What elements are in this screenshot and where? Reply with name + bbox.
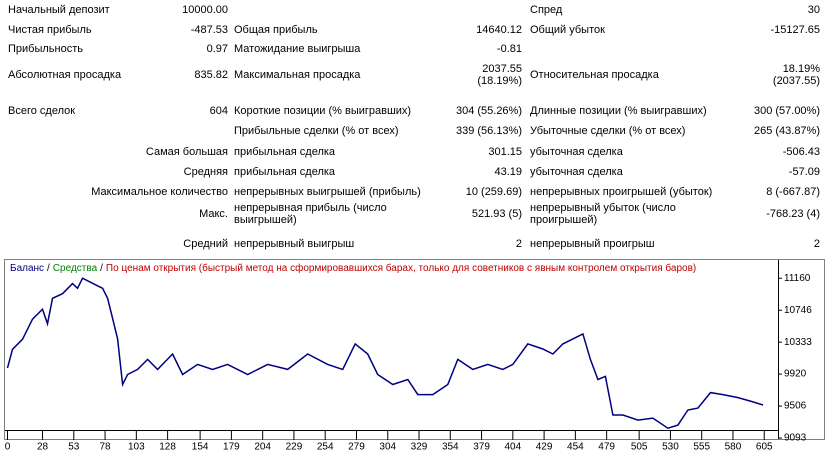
- y-tick-label: 9506: [784, 401, 807, 412]
- x-tick-label: 329: [411, 442, 428, 453]
- x-tick-label: 78: [100, 442, 112, 453]
- balance-line: [6, 277, 764, 430]
- row-label: Абсолютная просадка: [8, 69, 122, 81]
- x-tick-label: 254: [317, 442, 334, 453]
- row-value: -0.81: [496, 43, 522, 55]
- legend-equity: Средства: [53, 263, 98, 274]
- x-tick-label: 179: [223, 442, 240, 453]
- row-label: Начальный депозит: [8, 4, 110, 16]
- chart-frame: [4, 259, 825, 440]
- x-tick-label: 429: [536, 442, 553, 453]
- row-label: Убыточные сделки (% от всех): [530, 125, 686, 137]
- row-label: прибыльная сделка: [234, 146, 336, 158]
- row-label: непрерывный проигрыш: [530, 238, 655, 250]
- row-value: 8 (-667.87): [766, 186, 820, 198]
- row-label: убыточная сделка: [530, 166, 623, 178]
- x-tick-label: 505: [631, 442, 648, 453]
- x-tick-label: 28: [37, 442, 49, 453]
- row-label: Длинные позиции (% выигравших): [530, 105, 707, 117]
- x-tick-label: 354: [442, 442, 459, 453]
- x-tick-label: 304: [379, 442, 396, 453]
- row-label: Общий убыток: [530, 24, 605, 36]
- row-label: Относительная просадка: [530, 69, 659, 81]
- row-value: 304 (55.26%): [455, 105, 522, 117]
- row-label: Спред: [530, 4, 563, 16]
- row-value: -15127.65: [770, 24, 820, 36]
- row-value: 604: [209, 105, 228, 117]
- legend-separator: /: [100, 263, 103, 274]
- x-tick-label: 454: [567, 442, 584, 453]
- y-tick-label: 9920: [784, 369, 807, 380]
- x-tick-label: 229: [286, 442, 303, 453]
- row-value: Самая большая: [145, 146, 228, 158]
- row-label: непрерывных выигрышей (прибыль): [234, 186, 421, 198]
- row-value: Максимальное количество: [91, 186, 228, 198]
- x-tick-label: 555: [693, 442, 710, 453]
- x-tick-label: 128: [159, 442, 176, 453]
- row-value: 30: [807, 4, 820, 16]
- row-value: -506.43: [782, 146, 820, 158]
- row-label: Всего сделок: [8, 105, 76, 117]
- row-label: Прибыльность: [8, 43, 83, 55]
- row-label: непрерывных проигрышей (убыток): [530, 186, 713, 198]
- y-tick-label: 11160: [784, 273, 811, 284]
- row-label: Прибыльные сделки (% от всех): [234, 125, 399, 137]
- x-tick-label: 479: [598, 442, 615, 453]
- x-tick-label: 204: [254, 442, 271, 453]
- row-label: непрерывный убыток (число проигрышей): [530, 202, 676, 226]
- row-label: Короткие позиции (% выигравших): [234, 105, 412, 117]
- row-label: Чистая прибыль: [8, 24, 92, 36]
- row-value: 835.82: [194, 69, 228, 81]
- row-value: 521.93 (5): [471, 208, 522, 220]
- row-label: непрерывный выигрыш: [234, 238, 355, 250]
- x-tick-label: 279: [348, 442, 365, 453]
- row-value: 2: [813, 238, 820, 250]
- legend: Баланс / Средства / По ценам открытия (быстр…: [10, 262, 696, 274]
- row-value: -487.53: [190, 24, 228, 36]
- row-value: 2037.55 (18.19%): [477, 63, 522, 87]
- row-value: 300 (57.00%): [753, 105, 820, 117]
- row-value: -57.09: [788, 166, 820, 178]
- legend-balance: Баланс: [10, 263, 44, 274]
- row-value: 0.97: [206, 43, 228, 55]
- row-value: -768.23 (4): [766, 208, 820, 220]
- x-tick-label: 580: [725, 442, 742, 453]
- row-label: непрерывная прибыль (число выигрышей): [234, 202, 387, 226]
- y-tick-label: 9093: [784, 433, 807, 444]
- legend-separator: /: [47, 263, 50, 274]
- y-tick-label: 10333: [784, 337, 812, 348]
- row-value: 10000.00: [182, 4, 228, 16]
- row-value: 14640.12: [476, 24, 522, 36]
- x-tick-label: 605: [756, 442, 773, 453]
- row-value: 43.19: [494, 166, 522, 178]
- row-value: Средняя: [183, 166, 228, 178]
- row-label: Общая прибыль: [234, 24, 318, 36]
- y-tick-label: 10746: [784, 305, 812, 316]
- x-tick-label: 530: [662, 442, 679, 453]
- row-label: убыточная сделка: [530, 146, 623, 158]
- x-tick-label: 103: [128, 442, 145, 453]
- row-value: Макс.: [199, 208, 228, 220]
- row-value: 2: [515, 238, 522, 250]
- row-value: 339 (56.13%): [455, 125, 522, 137]
- x-tick-label: 0: [5, 442, 11, 453]
- row-value: 18.19% (2037.55): [772, 63, 820, 87]
- legend-model: По ценам открытия (быстрый метод на сфор…: [106, 262, 696, 274]
- x-tick-label: 154: [192, 442, 209, 453]
- row-value: Средний: [183, 238, 228, 250]
- row-label: прибыльная сделка: [234, 166, 336, 178]
- x-tick-label: 404: [504, 442, 521, 453]
- row-label: Максимальная просадка: [234, 69, 361, 81]
- row-value: 301.15: [488, 146, 522, 158]
- row-value: 10 (259.69): [465, 186, 522, 198]
- row-label: Матожидание выигрыша: [234, 43, 361, 55]
- row-value: 265 (43.87%): [753, 125, 820, 137]
- x-tick-label: 379: [473, 442, 490, 453]
- x-tick-label: 53: [68, 442, 80, 453]
